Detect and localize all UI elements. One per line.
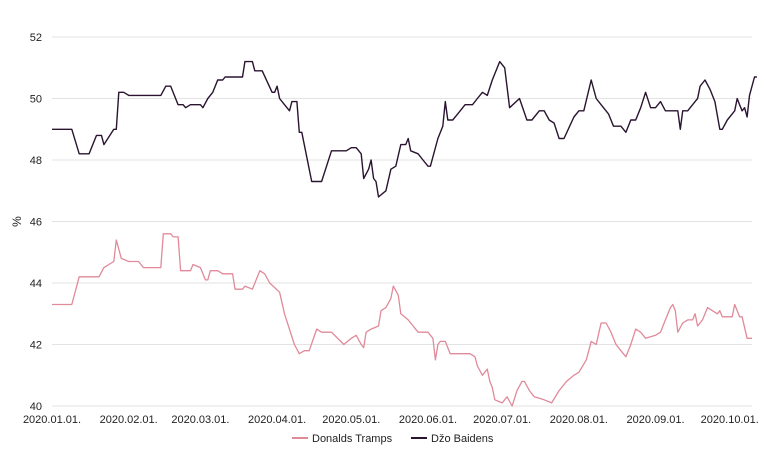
x-tick-label: 2020.03.01.	[171, 414, 229, 426]
legend-label: Donalds Tramps	[312, 433, 393, 445]
x-tick-label: 2020.08.01.	[550, 414, 608, 426]
x-axis: 2020.01.01. 2020.02.01. 2020.03.01. 2020.04…	[23, 414, 759, 426]
y-axis: 40 42 44 46 48 50 52	[30, 32, 42, 413]
y-tick-label: 42	[30, 340, 42, 352]
x-tick-label: 2020.02.01.	[100, 414, 158, 426]
plot-series	[52, 60, 757, 407]
y-tick-label: 44	[30, 278, 42, 290]
y-tick-label: 46	[30, 217, 42, 229]
y-tick-label: 52	[30, 32, 42, 44]
series-line-baidens	[52, 60, 757, 198]
x-tick-label: 2020.01.01.	[23, 414, 81, 426]
legend: Donalds Tramps Džo Baidens	[292, 433, 494, 445]
gridlines	[52, 36, 752, 407]
x-tick-label: 2020.09.01.	[626, 414, 684, 426]
y-tick-label: 50	[30, 94, 42, 106]
x-tick-label: 2020.07.01.	[473, 414, 531, 426]
x-tick-label: 2020.04.01.	[248, 414, 306, 426]
y-axis-label: %	[10, 216, 24, 227]
y-tick-label: 40	[30, 401, 42, 413]
y-tick-label: 48	[30, 155, 42, 167]
series-line-tramps	[52, 233, 752, 407]
legend-label: Džo Baidens	[431, 433, 494, 445]
x-tick-label: 2020.10.01.	[701, 414, 759, 426]
x-tick-label: 2020.06.01.	[399, 414, 457, 426]
x-tick-label: 2020.05.01.	[322, 414, 380, 426]
